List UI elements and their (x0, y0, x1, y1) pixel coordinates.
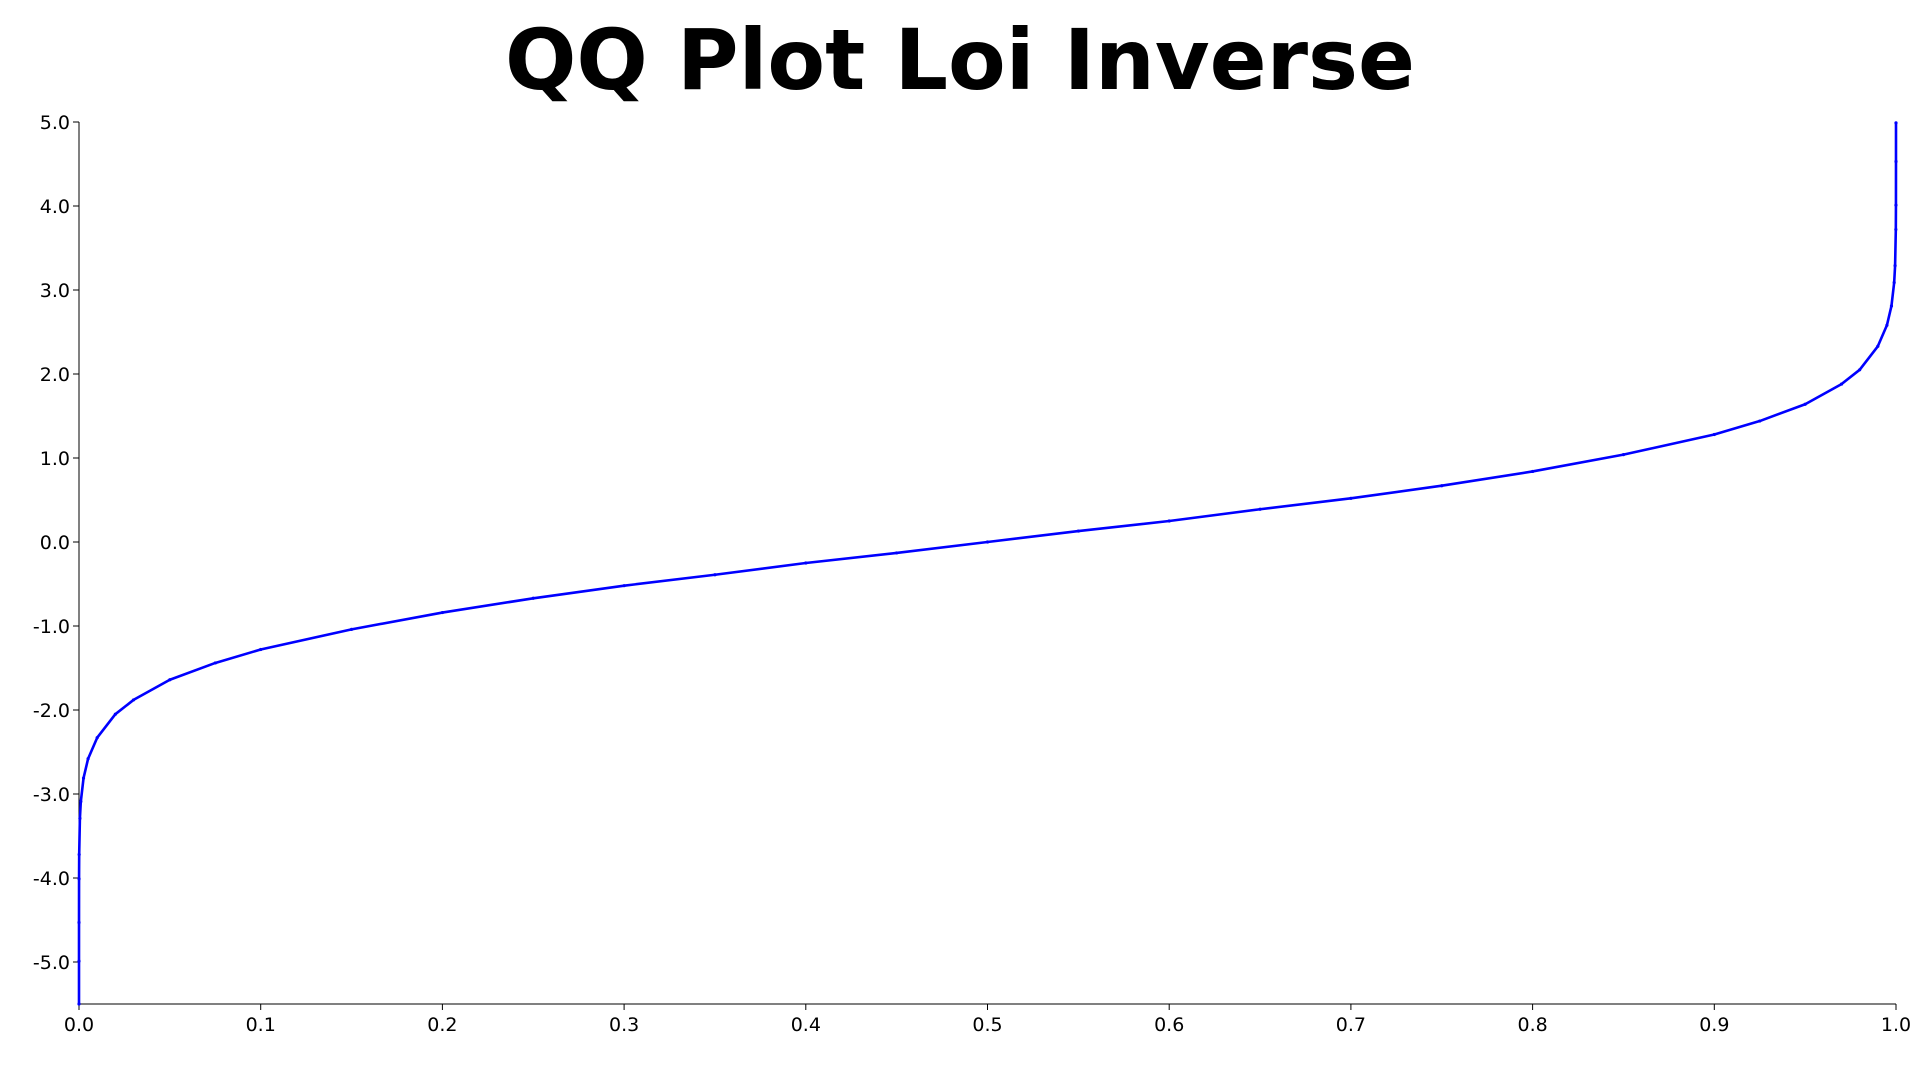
qq-point (349, 627, 354, 631)
qq-point (168, 678, 172, 682)
x-tick-label: 0.0 (64, 1014, 94, 1036)
y-tick-label: 5.0 (40, 112, 70, 134)
x-tick-label: 1.0 (1881, 1014, 1911, 1036)
qq-point (713, 573, 717, 577)
qq-point (77, 877, 81, 881)
x-tick-label: 0.6 (1154, 1014, 1184, 1036)
x-tick-label: 0.5 (972, 1014, 1002, 1036)
qq-point (1894, 121, 1898, 125)
x-tick-label: 0.2 (427, 1014, 457, 1036)
qq-point (81, 776, 86, 780)
x-tick-label: 0.7 (1336, 1014, 1366, 1036)
qq-point (1893, 264, 1897, 268)
qq-series-line (77, 122, 1898, 1004)
chart-series (77, 121, 1898, 1006)
y-tick-label: 2.0 (40, 364, 70, 386)
qq-point (1803, 402, 1807, 406)
qq-point (77, 1002, 81, 1006)
chart-ticks: 0.0 0.1 0.2 0.3 0.4 0.5 0.6 0.7 0.8 0.9 1.0 5.0 4.0 3… (33, 112, 1911, 1036)
qq-point (531, 596, 535, 600)
qq-point (1894, 159, 1898, 164)
y-tick-label: -3.0 (33, 784, 70, 806)
qq-point (1712, 432, 1716, 437)
qq-point (95, 736, 99, 740)
qq-point (1758, 419, 1762, 423)
x-tick-label: 0.8 (1517, 1014, 1547, 1036)
qq-point (213, 661, 217, 665)
qq-point (1621, 453, 1626, 457)
qq-point (985, 540, 990, 544)
y-tick-label: 3.0 (40, 280, 70, 302)
qq-point (1894, 203, 1898, 207)
y-tick-label: 1.0 (40, 448, 70, 470)
qq-point (77, 959, 81, 963)
qq-point (1440, 484, 1444, 488)
y-tick-label: 0.0 (40, 532, 70, 554)
qq-point (77, 852, 81, 857)
qq-point (131, 698, 136, 702)
qq-point (113, 712, 117, 716)
x-tick-label: 0.3 (609, 1014, 639, 1036)
y-tick-label: -2.0 (33, 700, 70, 722)
y-tick-label: -4.0 (33, 868, 70, 890)
qq-point (77, 920, 81, 925)
qq-point (1258, 507, 1262, 511)
qq-point (895, 551, 899, 555)
y-tick-label: -5.0 (33, 952, 70, 974)
qq-point (79, 799, 83, 804)
qq-point (1076, 529, 1080, 533)
qq-point (440, 610, 444, 615)
qq-point (78, 816, 82, 820)
qq-point (259, 647, 263, 652)
qq-point (1531, 469, 1535, 474)
qq-point (1167, 519, 1171, 523)
qq-series (77, 121, 1898, 1006)
x-tick-label: 0.9 (1699, 1014, 1729, 1036)
chart-axes (78, 122, 1896, 1005)
qq-point (1885, 323, 1889, 327)
qq-point (1839, 382, 1844, 386)
qq-point (804, 561, 808, 565)
x-tick-label: 0.4 (791, 1014, 821, 1036)
qq-point (1876, 344, 1880, 348)
y-tick-label: -1.0 (33, 616, 70, 638)
qq-point (1892, 280, 1896, 285)
qq-point (1349, 496, 1353, 500)
qq-point (1894, 227, 1898, 232)
y-tick-label: 4.0 (40, 196, 70, 218)
qq-point (1889, 304, 1894, 308)
x-tick-label: 0.1 (246, 1014, 276, 1036)
qq-point (1858, 368, 1862, 372)
qq-point (86, 757, 90, 761)
qq-point (622, 584, 626, 588)
chart-title: QQ Plot Loi Inverse (505, 11, 1415, 109)
